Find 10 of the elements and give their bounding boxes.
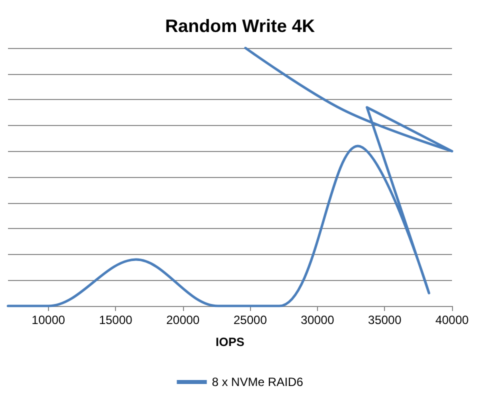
x-tick-label: 15000 bbox=[98, 313, 133, 327]
x-tick-label: 30000 bbox=[300, 313, 334, 327]
chart-title: Random Write 4K bbox=[165, 16, 315, 36]
x-axis-title: IOPS bbox=[216, 335, 244, 349]
x-tick-label: 20000 bbox=[166, 313, 200, 327]
x-tick-label: 10000 bbox=[32, 313, 66, 327]
x-tick-label: 40000 bbox=[435, 313, 470, 327]
x-tick-label: 25000 bbox=[233, 313, 268, 327]
legend-label: 8 x NVMe RAID6 bbox=[212, 375, 304, 389]
x-tick-label: 35000 bbox=[368, 313, 402, 327]
